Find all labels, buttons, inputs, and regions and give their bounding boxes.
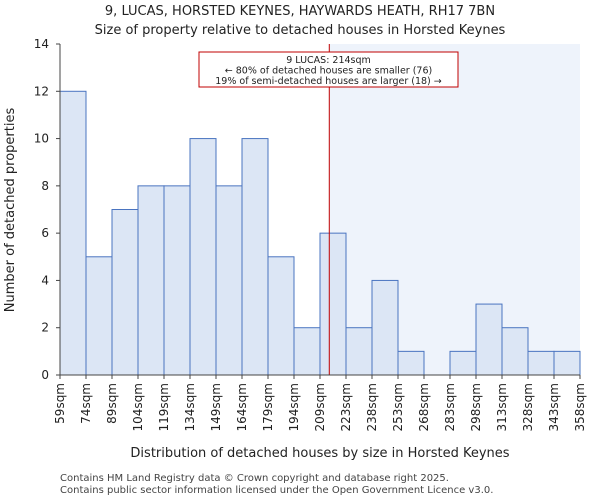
- chart-subtitle: Size of property relative to detached ho…: [95, 23, 506, 38]
- x-tick-label: 134sqm: [183, 383, 197, 431]
- bar: [397, 350, 425, 376]
- x-axis-label: Distribution of detached houses by size …: [130, 446, 509, 461]
- x-tick-label: 268sqm: [417, 383, 431, 431]
- bar: [345, 327, 373, 376]
- y-tick-label: 10: [34, 132, 49, 146]
- bar: [241, 138, 269, 376]
- x-tick-label: 164sqm: [235, 383, 249, 431]
- x-tick-label: 119sqm: [157, 383, 171, 431]
- y-ticks: 0 2 4 6 8 10 12 14: [34, 37, 60, 382]
- footer-line-1: Contains HM Land Registry data © Crown c…: [60, 473, 449, 484]
- bar: [111, 209, 139, 376]
- chart-title: 9, LUCAS, HORSTED KEYNES, HAYWARDS HEATH…: [105, 4, 495, 19]
- bar: [59, 90, 87, 376]
- x-tick-label: 179sqm: [261, 383, 275, 431]
- x-tick-label: 223sqm: [339, 383, 353, 431]
- bar: [163, 185, 191, 376]
- x-tick-label: 209sqm: [313, 383, 327, 431]
- x-tick-label: 313sqm: [495, 383, 509, 431]
- y-tick-label: 6: [41, 226, 49, 240]
- y-tick-label: 0: [41, 368, 49, 382]
- bars: [59, 90, 581, 376]
- bar: [371, 279, 399, 376]
- bar: [475, 303, 503, 376]
- bar: [189, 138, 217, 376]
- bar: [215, 185, 243, 376]
- x-tick-label: 358sqm: [573, 383, 587, 431]
- x-tick-label: 89sqm: [105, 383, 119, 424]
- annotation-box: 9 LUCAS: 214sqm← 80% of detached houses …: [198, 51, 459, 88]
- x-tick-label: 74sqm: [79, 383, 93, 424]
- annotation-line-2: ← 80% of detached houses are smaller (76…: [225, 66, 432, 77]
- x-tick-label: 343sqm: [547, 383, 561, 431]
- x-tick-label: 298sqm: [469, 383, 483, 431]
- bar: [85, 256, 113, 376]
- y-axis-label: Number of detached properties: [3, 108, 18, 313]
- y-tick-label: 4: [41, 273, 49, 287]
- plot-background: [329, 44, 580, 375]
- x-ticks: 59sqm 74sqm 89sqm 104sqm 119sqm 134sqm 149sqm 1…: [53, 375, 587, 431]
- bar: [449, 350, 477, 376]
- bar: [319, 232, 347, 376]
- larger-region: [329, 44, 580, 375]
- x-tick-label: 253sqm: [391, 383, 405, 431]
- annotation-frame: [198, 51, 459, 88]
- x-tick-label: 59sqm: [53, 383, 67, 424]
- x-tick-label: 104sqm: [131, 383, 145, 431]
- bar: [137, 185, 165, 376]
- y-tick-label: 8: [41, 179, 49, 193]
- x-tick-label: 194sqm: [287, 383, 301, 431]
- x-tick-label: 283sqm: [443, 383, 457, 431]
- y-tick-label: 14: [34, 37, 49, 51]
- x-tick-label: 328sqm: [521, 383, 535, 431]
- x-tick-label: 238sqm: [365, 383, 379, 431]
- y-tick-label: 2: [41, 321, 49, 335]
- bar: [293, 327, 321, 376]
- bar: [527, 350, 555, 376]
- annotation-line-1: 9 LUCAS: 214sqm: [286, 55, 371, 66]
- footer-line-2: Contains public sector information licen…: [60, 485, 494, 496]
- bar: [267, 256, 295, 376]
- y-tick-label: 12: [34, 84, 49, 98]
- x-tick-label: 149sqm: [209, 383, 223, 431]
- bar: [553, 350, 581, 376]
- annotation-line-3: 19% of semi-detached houses are larger (…: [215, 76, 442, 87]
- bar: [501, 327, 529, 376]
